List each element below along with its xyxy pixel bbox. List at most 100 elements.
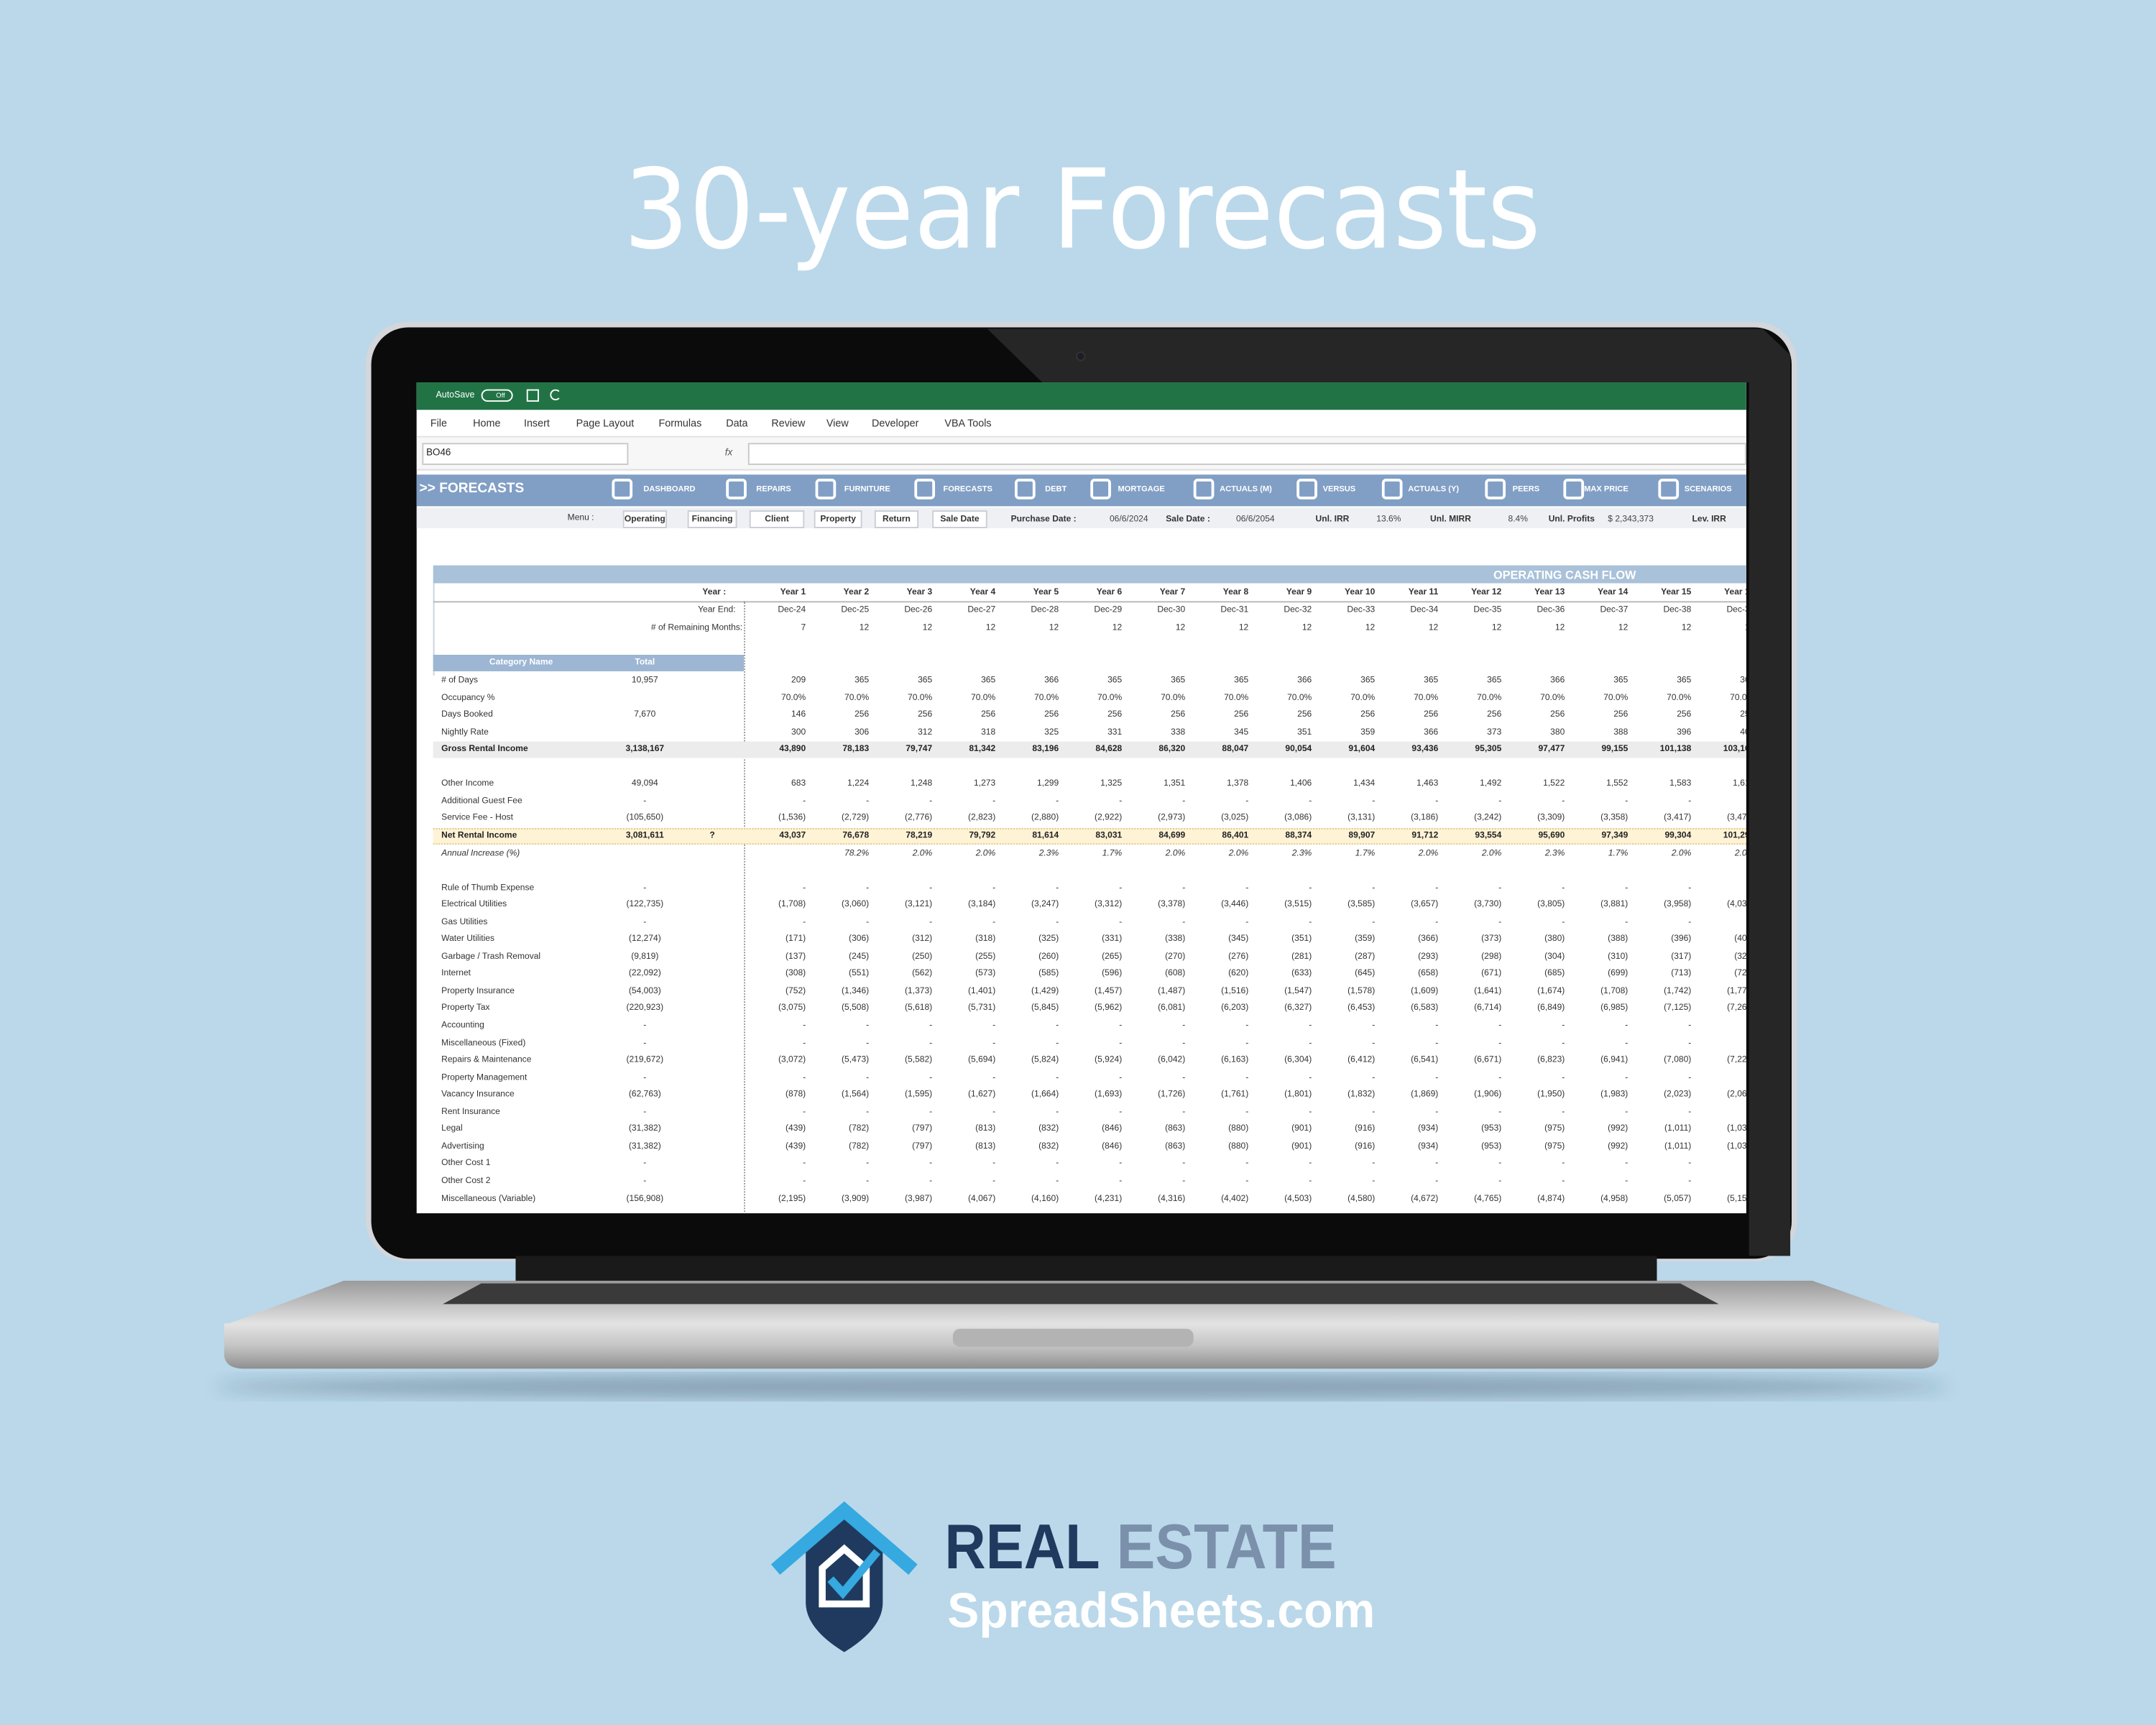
nav-icon[interactable] — [726, 479, 747, 500]
autosave-state[interactable]: Off — [496, 392, 505, 400]
cell: 1,248 — [911, 778, 933, 789]
nav-button[interactable]: ACTUALS (Y) — [1408, 485, 1460, 494]
nav-icon[interactable] — [1485, 479, 1506, 500]
save-icon[interactable] — [526, 389, 540, 402]
cell: 1,434 — [1353, 778, 1376, 789]
row-label: Occupancy % — [441, 692, 495, 703]
nav-icon[interactable] — [914, 479, 936, 500]
cell: (310) — [1608, 952, 1628, 962]
ribbon-tab[interactable]: Developer — [872, 416, 919, 430]
cell: (953) — [1481, 1124, 1502, 1134]
autosave-toggle[interactable] — [481, 389, 513, 402]
ribbon-tab[interactable]: VBA Tools — [944, 416, 992, 430]
cell: (4,067) — [968, 1193, 996, 1203]
nav-icon[interactable] — [1296, 479, 1317, 500]
nav-icon[interactable] — [1193, 479, 1215, 500]
cell: (5,508) — [842, 1003, 870, 1013]
nav-button[interactable]: DEBT — [1045, 485, 1067, 494]
nav-button[interactable]: DASHBOARD — [643, 485, 696, 494]
row-total: (12,274) — [628, 934, 661, 944]
cell: 365 — [918, 675, 933, 686]
menu-button-bg[interactable] — [749, 510, 805, 528]
cell: - — [992, 1176, 996, 1186]
formula-input[interactable] — [747, 443, 1746, 465]
cell: 70.0% — [1350, 692, 1376, 703]
name-box[interactable] — [422, 443, 629, 465]
nav-button[interactable]: FURNITURE — [844, 485, 890, 494]
ribbon-tab[interactable]: File — [430, 416, 447, 430]
menu-button-bg[interactable] — [874, 510, 919, 528]
nav-button[interactable]: MORTGAGE — [1118, 485, 1165, 494]
nav-icon[interactable] — [612, 479, 633, 500]
menu-button-bg[interactable] — [622, 510, 667, 528]
cell: (250) — [912, 952, 933, 962]
cell: - — [1435, 1072, 1439, 1082]
remaining-months: 12 — [1562, 622, 1746, 635]
cell: 306 — [854, 727, 870, 737]
cell: (3,446) — [1221, 899, 1249, 910]
menu-button-bg[interactable] — [932, 510, 987, 528]
base-notch — [952, 1328, 1194, 1347]
menu-button-bg[interactable] — [814, 510, 862, 528]
cell: - — [929, 1021, 933, 1031]
cell: 70.0% — [1540, 692, 1565, 703]
cell: 256 — [1171, 709, 1186, 720]
menu-button-bg[interactable] — [687, 510, 737, 528]
nav-icon[interactable] — [815, 479, 837, 500]
cell: (366) — [1418, 934, 1439, 944]
cell: - — [803, 1159, 806, 1169]
nav-icon[interactable] — [1658, 479, 1680, 500]
cell: (878) — [786, 1090, 806, 1100]
menu-button[interactable]: Return — [883, 513, 911, 524]
nav-button[interactable]: PEERS — [1512, 485, 1540, 494]
cell: - — [1435, 1107, 1439, 1117]
cell: (308) — [786, 969, 806, 979]
nav-button[interactable]: SCENARIOS — [1684, 485, 1732, 494]
row-flag[interactable]: ? — [709, 830, 715, 841]
menu-button[interactable]: Property — [820, 513, 856, 524]
ribbon-tab[interactable]: Home — [473, 416, 501, 430]
ribbon-tab[interactable]: Review — [771, 416, 806, 430]
menu-button[interactable]: Financing — [691, 513, 733, 524]
cell: (2,195) — [778, 1193, 806, 1203]
nav-icon[interactable] — [1563, 479, 1585, 500]
ribbon-tab[interactable]: Formulas — [658, 416, 702, 430]
nav-button[interactable]: MAX PRICE — [1584, 485, 1628, 494]
nav-button[interactable]: REPAIRS — [756, 485, 791, 494]
menu-button[interactable]: Client — [765, 513, 789, 524]
ribbon-tab[interactable]: View — [826, 416, 849, 430]
cell: - — [1056, 1038, 1059, 1048]
cell: - — [1119, 882, 1123, 893]
cell: 366 — [1424, 727, 1439, 737]
row-label: Additional Guest Fee — [441, 796, 522, 806]
cell: (782) — [849, 1141, 870, 1151]
cell: 365 — [1677, 675, 1692, 686]
ribbon-tab[interactable]: Data — [726, 416, 748, 430]
cell: (832) — [1038, 1141, 1059, 1151]
cell: - — [1309, 916, 1312, 927]
cell: (404) — [1734, 934, 1746, 944]
cell: - — [1688, 1038, 1692, 1048]
nav-button[interactable]: ACTUALS (M) — [1220, 485, 1272, 494]
nav-button[interactable]: FORECASTS — [943, 485, 992, 494]
ribbon-tab[interactable]: Insert — [523, 416, 550, 430]
stat-value: 8.4% — [1508, 513, 1528, 524]
cell: 404 — [1740, 727, 1746, 737]
cell: - — [1498, 796, 1502, 806]
cell: (255) — [975, 952, 996, 962]
cell: - — [1245, 1038, 1249, 1048]
cell: - — [1245, 916, 1249, 927]
menu-button[interactable]: Operating — [624, 513, 665, 524]
cell: (1,401) — [968, 986, 996, 996]
row-total: - — [643, 916, 647, 927]
ribbon-tab[interactable]: Page Layout — [576, 416, 635, 430]
nav-icon[interactable] — [1381, 479, 1403, 500]
undo-icon[interactable] — [550, 389, 561, 400]
cell: (3,657) — [1411, 899, 1439, 910]
cell: 70.0% — [908, 692, 933, 703]
nav-button[interactable]: VERSUS — [1322, 485, 1356, 494]
nav-icon[interactable] — [1090, 479, 1111, 500]
nav-icon[interactable] — [1014, 479, 1036, 500]
cell: 256 — [1044, 709, 1059, 720]
menu-button[interactable]: Sale Date — [940, 513, 980, 524]
